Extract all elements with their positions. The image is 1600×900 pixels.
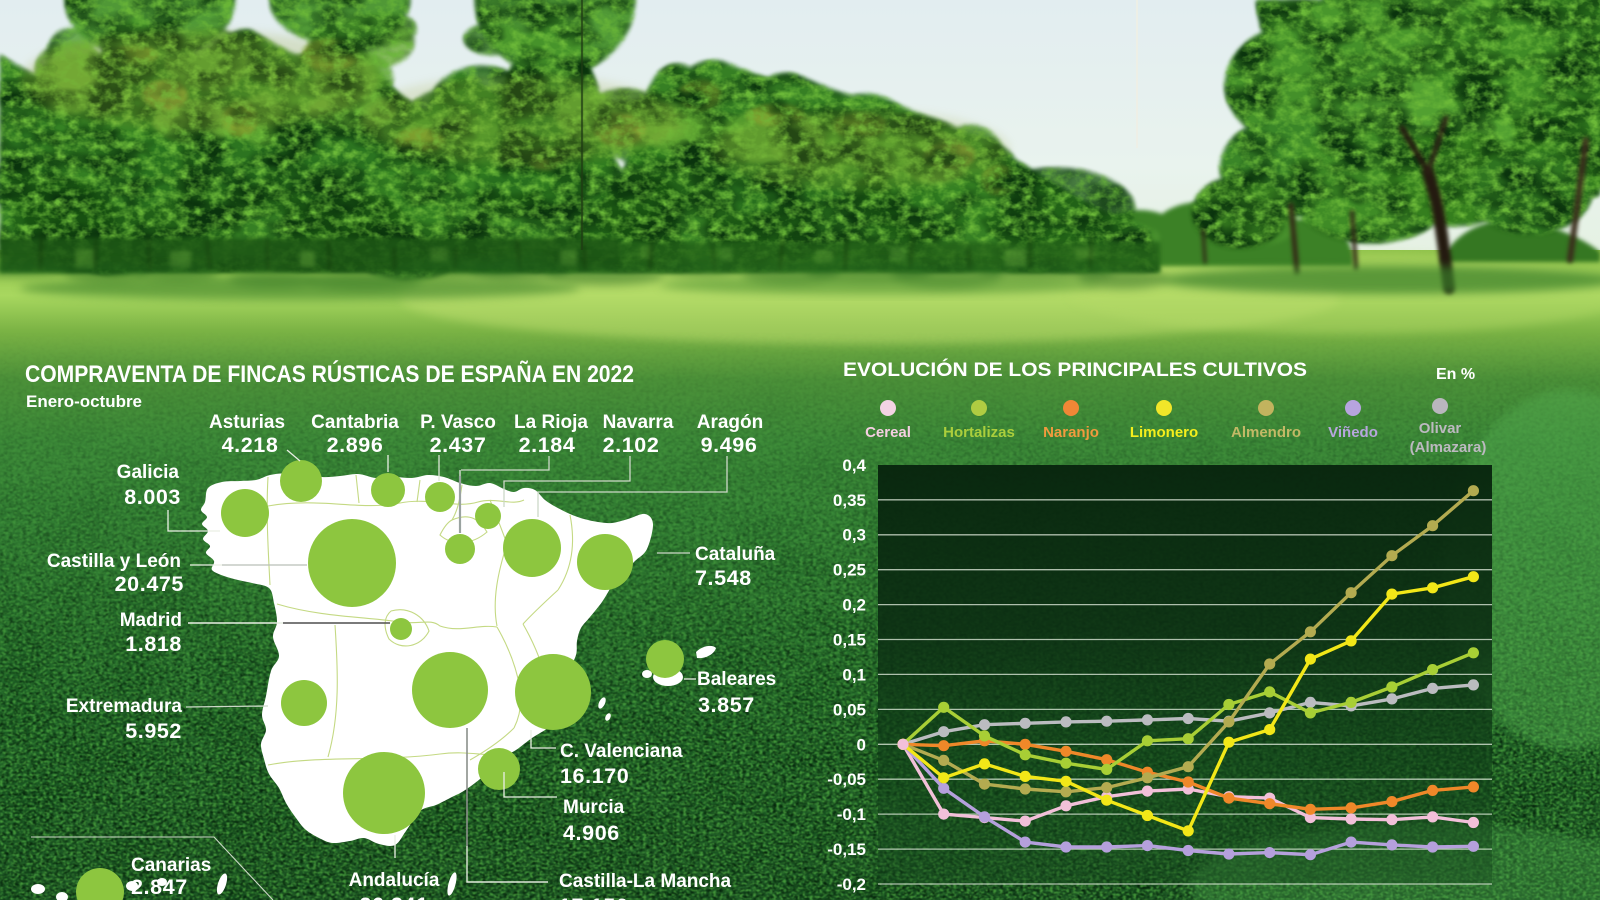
svg-text:3.857: 3.857 <box>698 693 755 717</box>
svg-text:Baleares: Baleares <box>697 669 776 690</box>
svg-text:0,1: 0,1 <box>842 665 866 684</box>
svg-text:Andalucía: Andalucía <box>349 870 440 891</box>
svg-text:Cataluña: Cataluña <box>695 544 776 565</box>
svg-text:Asturias: Asturias <box>209 412 285 433</box>
svg-text:Viñedo: Viñedo <box>1328 424 1378 441</box>
svg-text:0,2: 0,2 <box>842 596 866 615</box>
svg-text:0,4: 0,4 <box>842 456 866 475</box>
svg-text:2.102: 2.102 <box>603 433 660 457</box>
svg-text:-0,05: -0,05 <box>827 770 866 789</box>
svg-text:9.496: 9.496 <box>701 433 758 457</box>
svg-text:C. Valenciana: C. Valenciana <box>560 741 683 762</box>
svg-text:P. Vasco: P. Vasco <box>420 412 496 433</box>
svg-text:Naranjo: Naranjo <box>1043 424 1099 441</box>
svg-text:(Almazara): (Almazara) <box>1410 439 1487 456</box>
svg-text:1.818: 1.818 <box>125 632 182 656</box>
svg-text:Cereal: Cereal <box>865 424 911 441</box>
svg-text:Castilla y León: Castilla y León <box>47 551 181 572</box>
svg-text:2.896: 2.896 <box>327 433 384 457</box>
svg-text:0,25: 0,25 <box>833 561 866 580</box>
svg-text:Limonero: Limonero <box>1130 424 1198 441</box>
svg-text:26.341: 26.341 <box>359 893 428 900</box>
svg-text:-0,1: -0,1 <box>837 805 866 824</box>
svg-text:Canarias: Canarias <box>131 855 211 876</box>
svg-text:0,3: 0,3 <box>842 526 866 545</box>
svg-text:2.847: 2.847 <box>131 875 188 899</box>
svg-text:Navarra: Navarra <box>603 412 674 433</box>
svg-text:En %: En % <box>1436 366 1475 383</box>
svg-text:0,15: 0,15 <box>833 631 866 650</box>
svg-text:-0,15: -0,15 <box>827 840 866 859</box>
svg-text:COMPRAVENTA DE FINCAS RÚSTICAS: COMPRAVENTA DE FINCAS RÚSTICAS DE ESPAÑA… <box>25 360 634 388</box>
svg-text:0,05: 0,05 <box>833 700 866 719</box>
svg-text:Enero-octubre: Enero-octubre <box>26 392 142 411</box>
svg-text:Aragón: Aragón <box>697 412 764 433</box>
svg-text:17.156: 17.156 <box>559 894 628 900</box>
svg-text:2.437: 2.437 <box>430 433 487 457</box>
svg-text:Galicia: Galicia <box>117 462 180 483</box>
svg-text:Murcia: Murcia <box>563 797 625 818</box>
svg-text:2.184: 2.184 <box>519 433 576 457</box>
svg-text:8.003: 8.003 <box>124 485 181 509</box>
svg-text:Extremadura: Extremadura <box>66 696 183 717</box>
svg-text:7.548: 7.548 <box>695 566 752 590</box>
svg-text:La Rioja: La Rioja <box>514 412 588 433</box>
svg-text:16.170: 16.170 <box>560 764 629 788</box>
svg-text:Hortalizas: Hortalizas <box>943 424 1015 441</box>
svg-text:EVOLUCIÓN DE LOS PRINCIPALES C: EVOLUCIÓN DE LOS PRINCIPALES CULTIVOS <box>843 357 1307 381</box>
svg-text:0,35: 0,35 <box>833 491 866 510</box>
svg-text:4.218: 4.218 <box>222 433 279 457</box>
svg-text:Cantabria: Cantabria <box>311 412 399 433</box>
svg-text:5.952: 5.952 <box>125 719 182 743</box>
svg-text:0: 0 <box>857 735 866 754</box>
svg-text:Almendro: Almendro <box>1231 424 1301 441</box>
svg-text:Castilla-La Mancha: Castilla-La Mancha <box>559 871 732 892</box>
svg-text:20.475: 20.475 <box>115 572 184 596</box>
svg-text:4.906: 4.906 <box>563 821 620 845</box>
svg-text:-0,2: -0,2 <box>837 875 866 894</box>
svg-text:Madrid: Madrid <box>120 610 182 631</box>
svg-text:Olivar: Olivar <box>1419 420 1462 437</box>
